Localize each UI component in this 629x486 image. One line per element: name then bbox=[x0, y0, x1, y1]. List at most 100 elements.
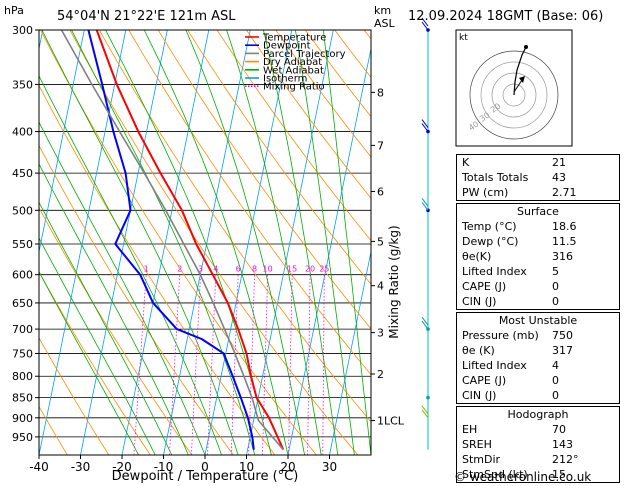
pressure-tick-label: 500 bbox=[12, 204, 33, 217]
surface-theta-value: 316 bbox=[552, 250, 573, 263]
most-unstable-title: Most Unstable bbox=[498, 314, 578, 327]
stmdir-row: StmDir 212° bbox=[457, 452, 619, 467]
temperature-axis: -40 -30 -20 -10 0 10 20 30 bbox=[29, 455, 337, 474]
pressure-tick-label: 700 bbox=[12, 323, 33, 336]
dry-adiabat bbox=[216, 30, 371, 242]
height-tick-label: 3 bbox=[377, 327, 384, 340]
legend-entry: Dewpoint bbox=[263, 41, 311, 52]
legend-entry: Wet Adiabat bbox=[263, 65, 324, 76]
pressure-tick-label: 750 bbox=[12, 347, 33, 360]
wind-barb bbox=[421, 17, 429, 31]
isotherm bbox=[80, 30, 168, 455]
copyright-footer[interactable]: © weatheronline.co.uk bbox=[454, 470, 592, 484]
isotherm bbox=[204, 30, 293, 455]
isotherm bbox=[370, 453, 371, 455]
series-temperature bbox=[95, 30, 285, 451]
isotherm bbox=[163, 30, 251, 455]
surface-theta-row: θe(K) 316 bbox=[457, 249, 619, 264]
mixing-ratio-labels: 1 2 3 4 6 8 10 15 20 25 bbox=[144, 265, 330, 274]
surface-cape-value: 0 bbox=[552, 280, 559, 293]
stmdir-value: 212° bbox=[552, 453, 579, 466]
sreh-value: 143 bbox=[552, 438, 573, 451]
surface-temp-row: Temp (°C) 18.6 bbox=[457, 219, 619, 234]
dry-adiabat bbox=[40, 30, 317, 455]
wet-adiabat bbox=[185, 30, 305, 455]
wet-adiabat bbox=[322, 30, 371, 455]
hodograph-ring bbox=[469, 50, 559, 140]
mixing-ratio-line bbox=[168, 274, 181, 455]
eh-value: 70 bbox=[552, 423, 566, 436]
height-tick-label: 8 bbox=[377, 86, 384, 99]
surface-temp-value: 18.6 bbox=[552, 220, 577, 233]
legend-entry: Parcel Trajectory bbox=[263, 49, 346, 60]
mixing-ratio-line bbox=[288, 274, 293, 455]
hodograph-box-title: Hodograph bbox=[507, 408, 569, 421]
wet-adiabat bbox=[41, 30, 239, 455]
k-index-row: K 21 bbox=[457, 155, 619, 170]
mixing-ratio-label: 10 bbox=[263, 265, 273, 274]
height-tick-label: 2 bbox=[377, 368, 384, 381]
hodograph-ring bbox=[502, 83, 526, 107]
wind-barb bbox=[421, 405, 429, 419]
temperature-tick-label: 10 bbox=[239, 460, 254, 474]
surface-li-value: 5 bbox=[552, 265, 559, 278]
height-tick-label: 4 bbox=[377, 280, 384, 293]
totals-totals-row: Totals Totals 43 bbox=[457, 170, 619, 185]
mixing-ratio-label: 4 bbox=[213, 265, 218, 274]
wet-adiabat bbox=[39, 201, 173, 455]
legend-entry: Dry Adiabat bbox=[263, 57, 322, 68]
hodograph-box: Hodograph EH 70 SREH 143 StmDir 212° StmSpd… bbox=[456, 406, 620, 483]
isotherm bbox=[287, 46, 371, 455]
dry-adiabat bbox=[39, 405, 68, 455]
surface-box: Surface Temp (°C) 18.6 Dewp (°C) 11.5 θe(K… bbox=[456, 203, 620, 310]
temperature-tick-label: -20 bbox=[112, 460, 132, 474]
dry-adiabat bbox=[157, 30, 371, 330]
mu-cin-value: 0 bbox=[552, 389, 559, 402]
profile-lines bbox=[60, 30, 285, 451]
height-axis: 8 7 6 5 4 3 2 1LCL bbox=[371, 86, 405, 428]
pressure-tick-label: 950 bbox=[12, 431, 33, 444]
dry-adiabat bbox=[39, 337, 110, 455]
wet-adiabat bbox=[39, 75, 222, 455]
mixing-ratio-label: 2 bbox=[177, 265, 182, 274]
temperature-tick-label: -30 bbox=[71, 460, 91, 474]
mu-li-value: 4 bbox=[552, 359, 559, 372]
hodograph-unit: kt bbox=[459, 33, 468, 43]
temperature-tick-label: 0 bbox=[201, 460, 209, 474]
dry-adiabat bbox=[39, 270, 151, 455]
wind-barb bbox=[421, 198, 429, 211]
wind-profile bbox=[421, 17, 430, 450]
surface-dewp-value: 11.5 bbox=[552, 235, 577, 248]
pressure-tick-label: 300 bbox=[12, 24, 33, 37]
temperature-tick-label: -40 bbox=[29, 460, 49, 474]
wet-adiabat bbox=[39, 270, 139, 455]
hodograph-point bbox=[524, 45, 528, 49]
height-tick-label: 1LCL bbox=[377, 415, 405, 428]
height-tick-label: 5 bbox=[377, 235, 384, 248]
height-tick-label: 6 bbox=[377, 185, 384, 198]
mixing-ratio-label: 20 bbox=[305, 265, 315, 274]
isotherm bbox=[0, 30, 1, 455]
wet-adiabat bbox=[226, 30, 322, 455]
dry-adiabat bbox=[275, 30, 371, 158]
valid-time: 12.09.2024 18GMT (Base: 06) bbox=[408, 9, 603, 24]
pressure-tick-label: 650 bbox=[12, 297, 33, 310]
mixing-ratio-axis-title: Mixing Ratio (g/kg) bbox=[387, 225, 401, 338]
mu-pressure-value: 750 bbox=[552, 329, 573, 342]
hpa-label: hPa bbox=[4, 4, 24, 17]
mu-li-row: Lifted Index 4 bbox=[457, 358, 619, 373]
pw-row: PW (cm) 2.71 bbox=[457, 185, 619, 200]
totals-totals-value: 43 bbox=[552, 171, 566, 184]
mu-cin-row: CIN (J) 0 bbox=[457, 388, 619, 403]
km-label: km bbox=[374, 4, 391, 17]
hodograph-rings bbox=[469, 50, 559, 140]
wet-adiabat bbox=[143, 30, 289, 455]
wind-marker bbox=[426, 395, 430, 400]
mu-pressure-row: Pressure (mb) 750 bbox=[457, 328, 619, 343]
surface-cape-row: CAPE (J) 0 bbox=[457, 279, 619, 294]
mixing-ratio-label: 15 bbox=[287, 265, 297, 274]
mu-theta-row: θe (K) 317 bbox=[457, 343, 619, 358]
asl-label: ASL bbox=[374, 17, 396, 30]
series-parcel-trajectory bbox=[60, 30, 284, 451]
